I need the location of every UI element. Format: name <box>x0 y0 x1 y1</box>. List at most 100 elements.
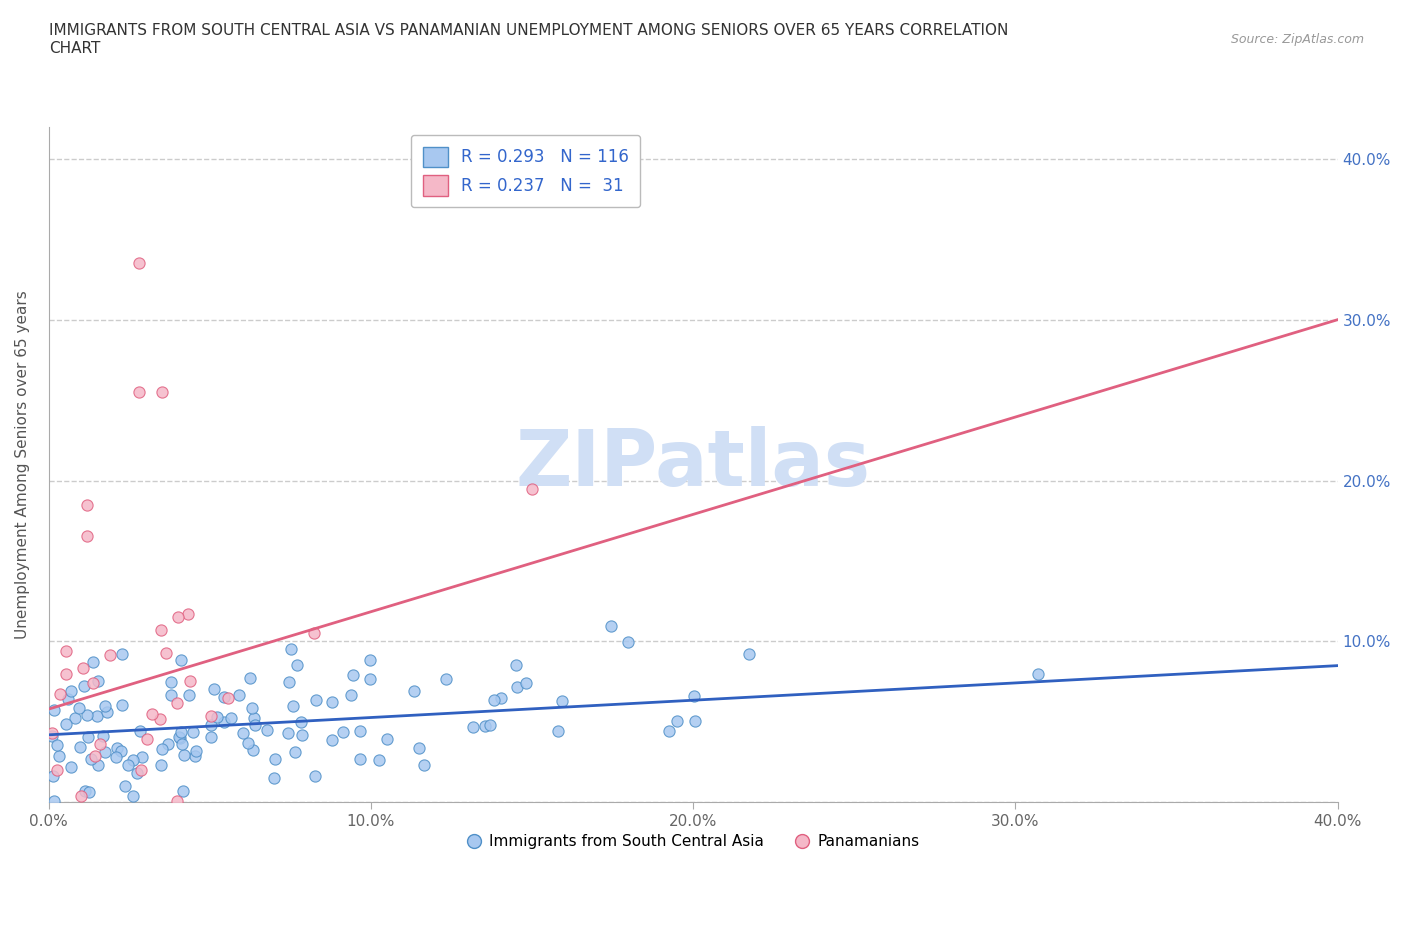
Point <box>122 752 145 767</box>
Point <box>658 724 681 738</box>
Point <box>683 688 706 703</box>
Point <box>342 668 364 683</box>
Point <box>302 625 325 640</box>
Point <box>173 748 195 763</box>
Point <box>321 694 343 709</box>
Point <box>170 652 193 667</box>
Point <box>242 711 264 725</box>
Point <box>280 641 302 656</box>
Point <box>59 759 82 774</box>
Point <box>167 730 190 745</box>
Point <box>479 718 502 733</box>
Point <box>1026 667 1049 682</box>
Point <box>159 688 181 703</box>
Point <box>228 687 250 702</box>
Point <box>55 717 77 732</box>
Point <box>82 675 104 690</box>
Point <box>110 743 132 758</box>
Point <box>184 749 207 764</box>
Point <box>87 757 110 772</box>
Point <box>70 789 93 804</box>
Point <box>205 710 228 724</box>
Point <box>304 768 326 783</box>
Point <box>76 498 98 512</box>
Point <box>200 708 222 723</box>
Point <box>217 691 239 706</box>
Point <box>166 609 188 624</box>
Point <box>55 667 77 682</box>
Point <box>212 690 235 705</box>
Point <box>349 752 371 767</box>
Point <box>245 718 267 733</box>
Point <box>239 671 262 685</box>
Point <box>83 749 105 764</box>
Point <box>402 684 425 698</box>
Legend: Immigrants from South Central Asia, Panamanians: Immigrants from South Central Asia, Pana… <box>460 829 927 856</box>
Point <box>42 768 65 783</box>
Point <box>49 686 72 701</box>
Point <box>55 644 77 658</box>
Point <box>77 729 100 744</box>
Point <box>284 745 307 760</box>
Point <box>232 725 254 740</box>
Point <box>359 671 381 686</box>
Point <box>491 691 513 706</box>
Point <box>141 707 163 722</box>
Point <box>375 732 398 747</box>
Point <box>202 682 225 697</box>
Point <box>87 673 110 688</box>
Point <box>599 618 621 633</box>
Point <box>340 687 363 702</box>
Point <box>42 702 65 717</box>
Point <box>200 729 222 744</box>
Point <box>367 753 389 768</box>
Point <box>177 606 200 621</box>
Point <box>131 750 153 764</box>
Point <box>59 684 82 698</box>
Point <box>67 700 90 715</box>
Point <box>277 725 299 740</box>
Point <box>159 674 181 689</box>
Point <box>45 763 67 777</box>
Point <box>263 771 285 786</box>
Point <box>242 743 264 758</box>
Text: ZIPatlas: ZIPatlas <box>516 427 870 502</box>
Point <box>58 691 80 706</box>
Point <box>166 696 188 711</box>
Point <box>121 789 143 804</box>
Point <box>89 737 111 752</box>
Point <box>200 718 222 733</box>
Point <box>281 698 304 713</box>
Point <box>169 730 191 745</box>
Point <box>82 654 104 669</box>
Point <box>212 714 235 729</box>
Point <box>263 751 285 766</box>
Point <box>41 726 63 741</box>
Point <box>219 711 242 726</box>
Point <box>135 732 157 747</box>
Point <box>505 658 527 672</box>
Point <box>461 719 484 734</box>
Point <box>236 736 259 751</box>
Point <box>181 724 204 739</box>
Point <box>128 256 150 271</box>
Point <box>547 724 569 738</box>
Point <box>184 743 207 758</box>
Point <box>129 723 152 737</box>
Point <box>105 741 128 756</box>
Point <box>73 784 96 799</box>
Point <box>129 763 152 777</box>
Point <box>172 784 194 799</box>
Point <box>77 785 100 800</box>
Point <box>42 793 65 808</box>
Point <box>76 708 98 723</box>
Point <box>505 680 527 695</box>
Point <box>150 385 173 400</box>
Point <box>277 674 299 689</box>
Point <box>69 739 91 754</box>
Point <box>155 645 177 660</box>
Point <box>86 709 108 724</box>
Point <box>170 724 193 739</box>
Point <box>291 728 314 743</box>
Point <box>41 728 63 743</box>
